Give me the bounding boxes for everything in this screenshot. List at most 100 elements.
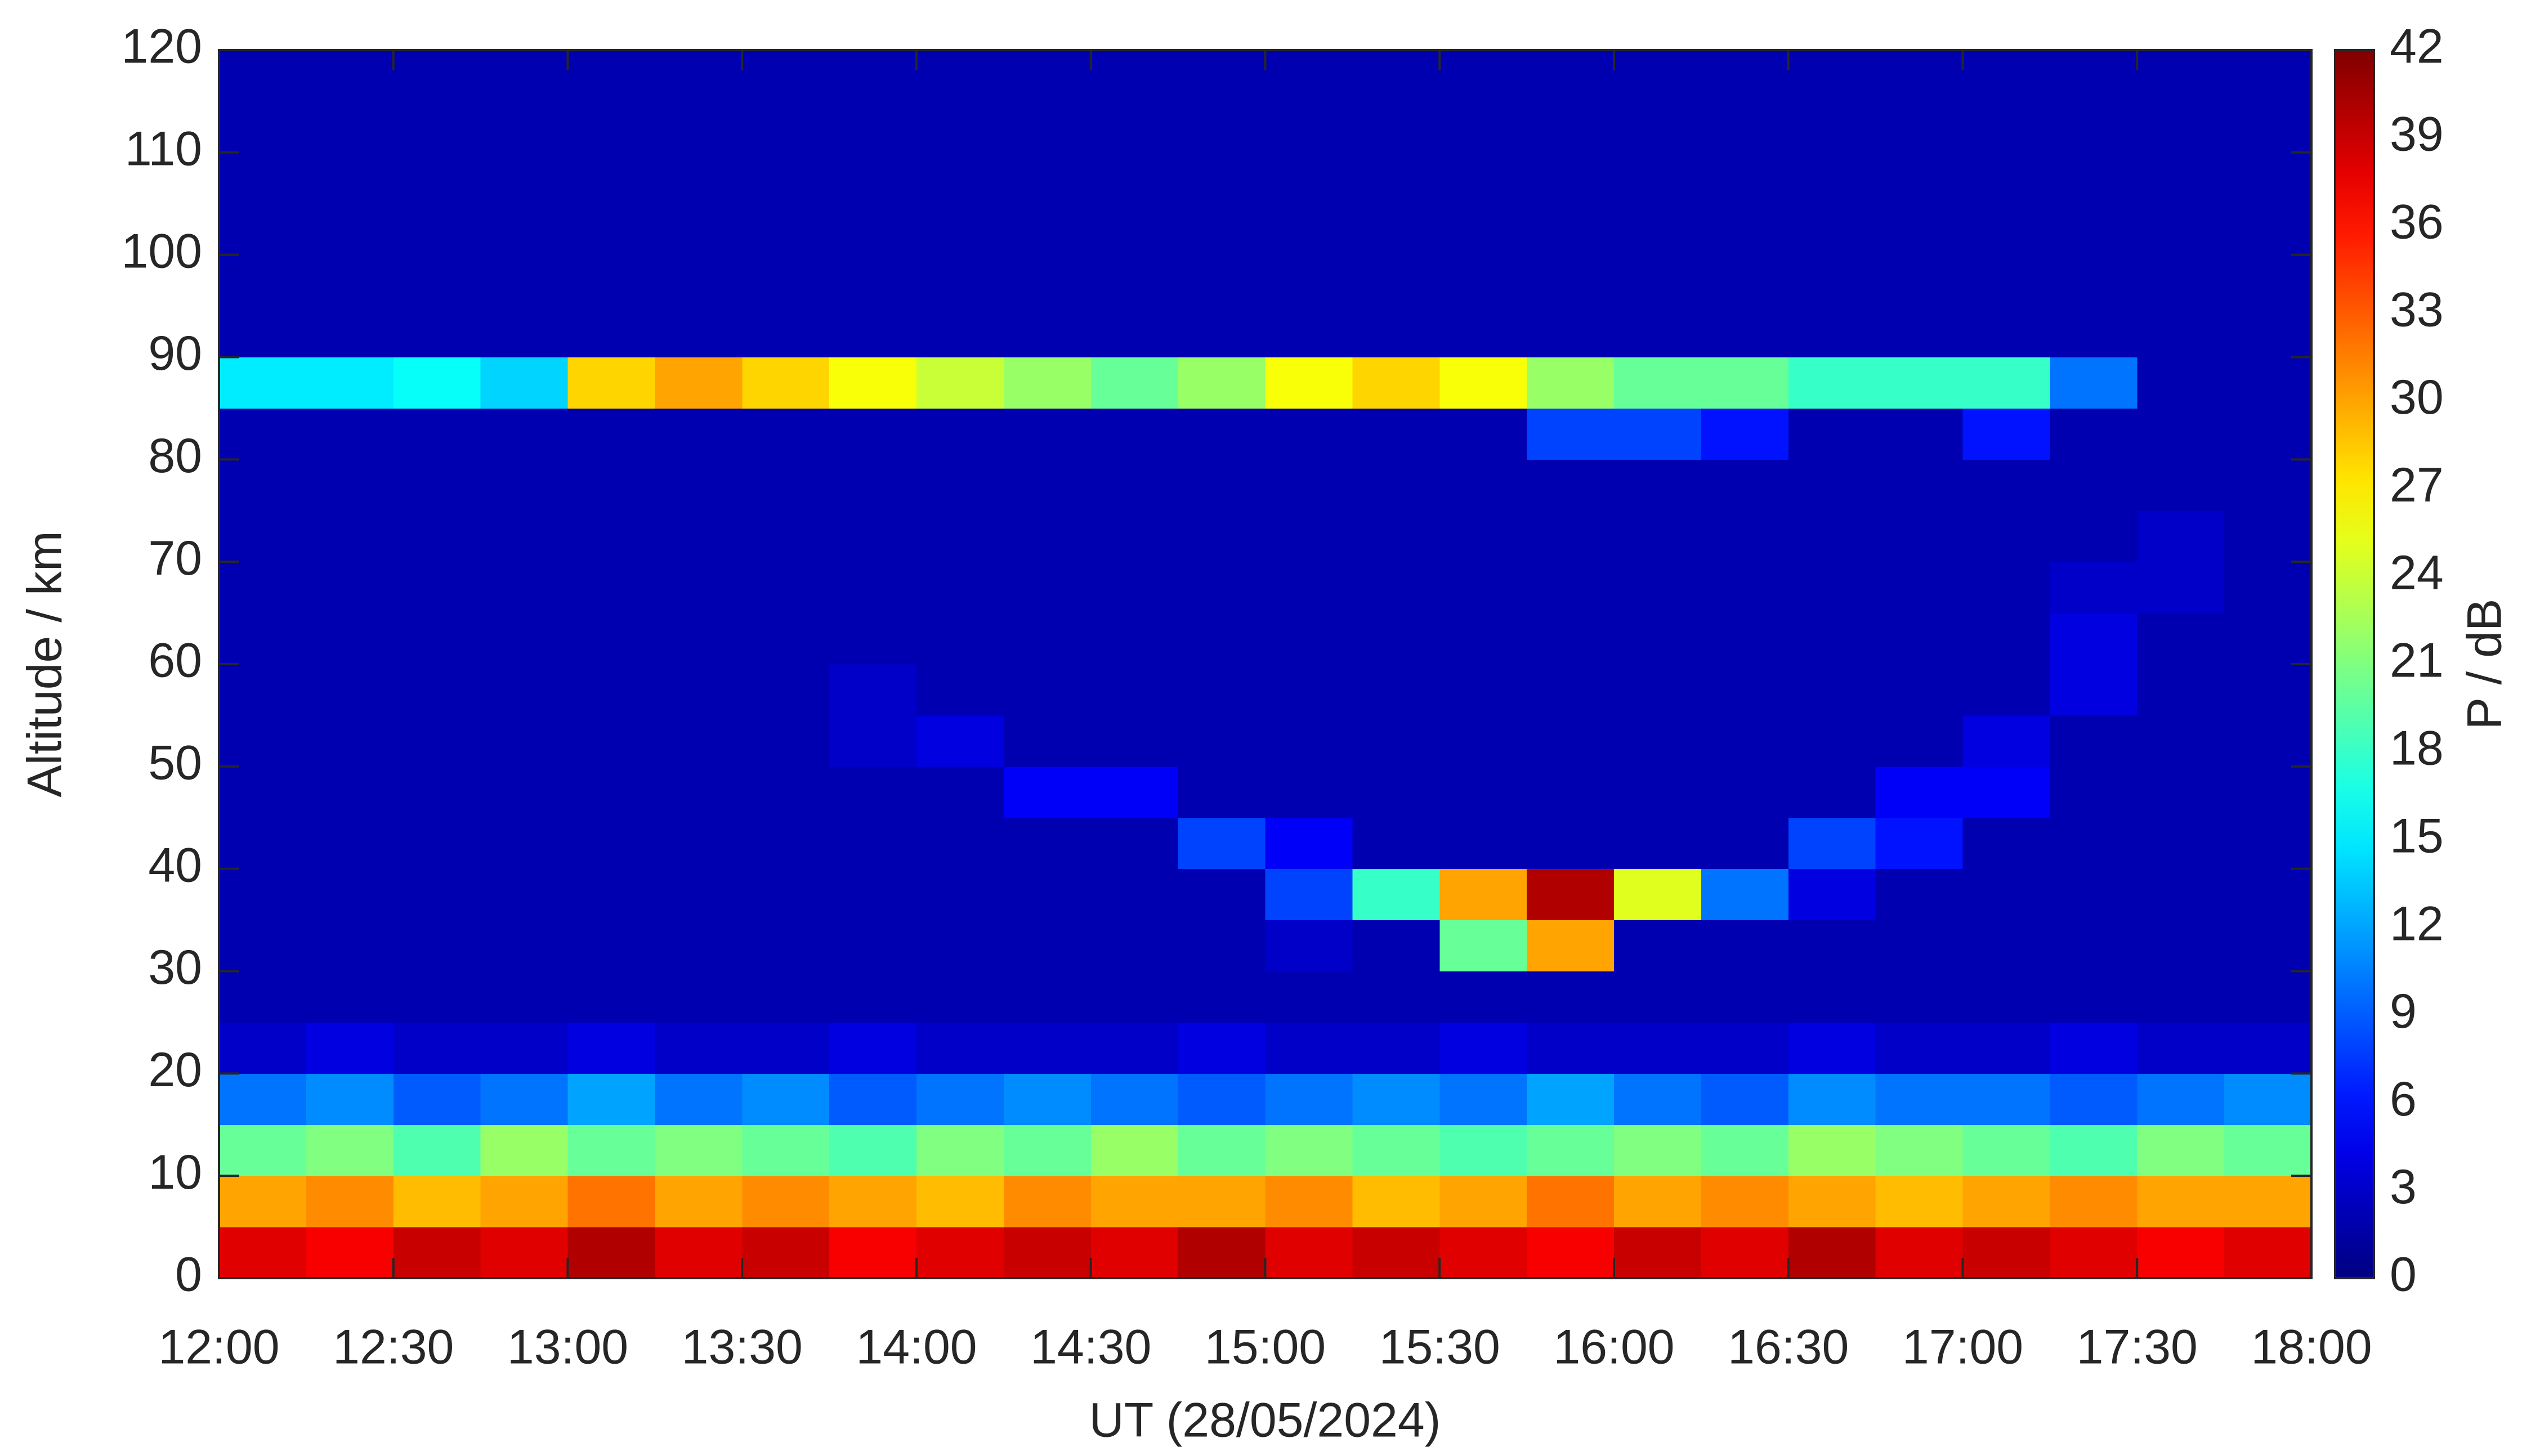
cell (1439, 408, 1527, 460)
cell (742, 408, 830, 460)
cell (393, 1227, 481, 1279)
cell (1701, 613, 1789, 665)
cell (2224, 715, 2312, 767)
cell (1090, 408, 1179, 460)
x-tick-label: 17:00 (1902, 1320, 2023, 1374)
cell (393, 766, 481, 818)
cell (480, 357, 568, 409)
cell (1178, 817, 1266, 870)
cell (829, 1176, 917, 1227)
cell (1178, 715, 1266, 767)
cell (306, 50, 394, 102)
cell (2224, 357, 2312, 409)
cell (2137, 715, 2225, 767)
cell (1527, 766, 1615, 818)
cell (829, 971, 917, 1023)
cell (1439, 306, 1527, 357)
x-axis-title: UT (28/05/2024) (1089, 1394, 1441, 1448)
cell (2050, 1176, 2138, 1227)
cell (480, 459, 568, 511)
cell (1875, 357, 1963, 409)
cell (655, 1227, 743, 1279)
cell (1527, 715, 1615, 767)
cell (1265, 357, 1353, 409)
cell (1265, 817, 1353, 870)
cell (2224, 1125, 2312, 1176)
cell (2050, 1073, 2138, 1125)
colorbar-tick-label: 12 (2390, 897, 2444, 951)
cell (480, 1022, 568, 1074)
cell (1875, 1176, 1963, 1227)
cell (1352, 50, 1440, 102)
cell (829, 868, 917, 921)
cell (219, 459, 307, 511)
cell (1439, 1022, 1527, 1074)
cell (1614, 357, 1702, 409)
cell (1614, 664, 1702, 716)
cell (1788, 664, 1876, 716)
cell (1265, 664, 1353, 716)
cell (2224, 50, 2312, 102)
cell (1701, 510, 1789, 562)
cell (1265, 101, 1353, 153)
cell (306, 1022, 394, 1074)
cell (916, 715, 1004, 767)
cell (1439, 203, 1527, 256)
cell (1439, 1227, 1527, 1279)
cell (1003, 1125, 1092, 1176)
cell (2224, 101, 2312, 153)
cell (1178, 459, 1266, 511)
cell (1439, 766, 1527, 818)
cell (1439, 510, 1527, 562)
cell (393, 715, 481, 767)
cell (1788, 459, 1876, 511)
cell (1178, 1227, 1266, 1279)
cell (1788, 203, 1876, 256)
cell (480, 152, 568, 204)
cell (1178, 306, 1266, 357)
cell (1962, 152, 2050, 204)
cell (1352, 715, 1440, 767)
cell (1090, 1073, 1179, 1125)
cell (1962, 766, 2050, 818)
cell (567, 357, 655, 409)
cell (2050, 459, 2138, 511)
cell (480, 101, 568, 153)
cell (1265, 1073, 1353, 1125)
cell (742, 1125, 830, 1176)
cell (1439, 459, 1527, 511)
y-tick-label: 30 (148, 940, 202, 994)
cell (1527, 357, 1615, 409)
colorbar-tick-label: 24 (2390, 546, 2444, 600)
colorbar-tick-label: 39 (2390, 107, 2444, 162)
cell (1527, 817, 1615, 870)
cell (1614, 817, 1702, 870)
cell (742, 562, 830, 613)
cell (1439, 50, 1527, 102)
cell (393, 613, 481, 665)
cell (306, 766, 394, 818)
cell (1701, 868, 1789, 921)
cell (2224, 920, 2312, 971)
cell (742, 254, 830, 307)
cell (567, 101, 655, 153)
cell (1962, 408, 2050, 460)
cell (1701, 1073, 1789, 1125)
cell (2224, 664, 2312, 716)
colorbar-tick-label: 36 (2390, 195, 2444, 249)
cell (2137, 254, 2225, 307)
cell (219, 1073, 307, 1125)
cell (1265, 50, 1353, 102)
cell (742, 459, 830, 511)
cell (393, 254, 481, 307)
cell (1352, 203, 1440, 256)
cell (1178, 101, 1266, 153)
cell (916, 459, 1004, 511)
cell (2137, 1022, 2225, 1074)
cell (1962, 1125, 2050, 1176)
cell (2137, 1125, 2225, 1176)
cell (655, 203, 743, 256)
cell (1875, 1022, 1963, 1074)
cell (393, 408, 481, 460)
y-tick-label: 40 (148, 838, 202, 892)
